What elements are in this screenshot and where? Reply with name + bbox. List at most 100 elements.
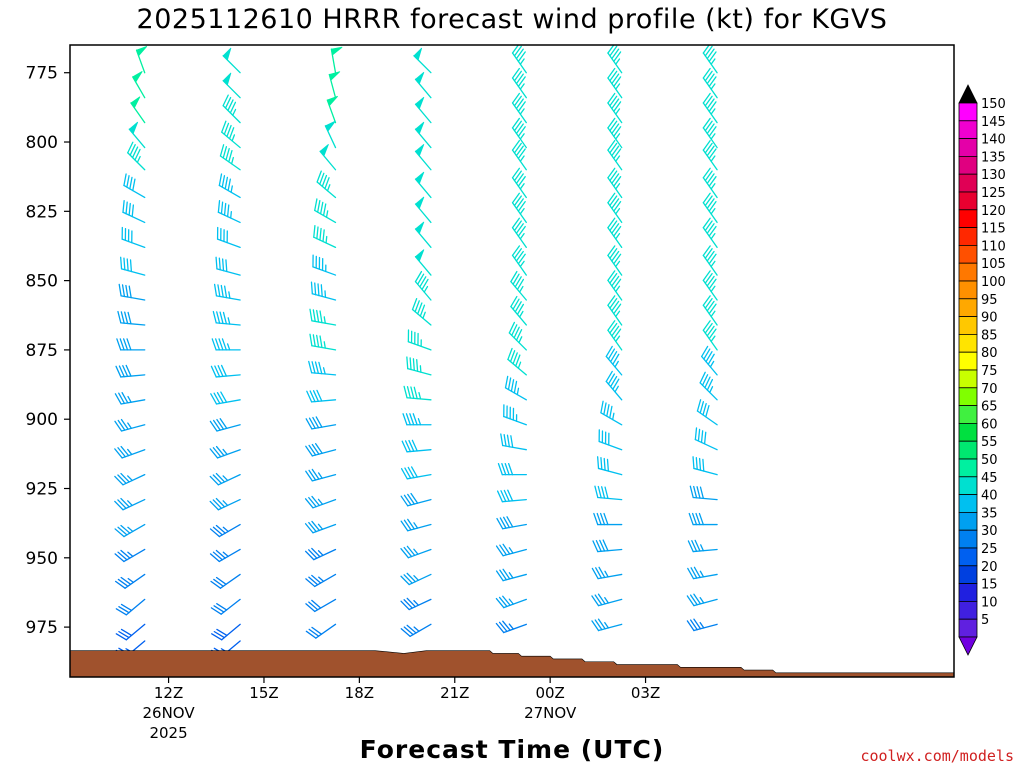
wind-barb [400,572,432,586]
wind-barb [702,92,718,124]
wind-barb [402,413,432,426]
wind-barb [702,295,718,326]
colorbar-swatch [958,191,978,211]
wind-barb [414,171,432,199]
colorbar-label: 100 [981,275,1006,290]
wind-barb [219,144,241,171]
wind-barb [687,539,718,553]
y-tick-label: 975 [26,618,58,638]
wind-barb [309,333,337,351]
wind-barb [511,92,527,124]
colorbar-swatch [958,422,978,442]
colorbar-label: 140 [981,133,1006,148]
wind-barb [591,593,623,607]
y-tick-label: 825 [26,202,58,222]
wind-barb [702,270,718,301]
wind-barb [406,356,432,376]
wind-barb [495,620,527,634]
colorbar-label: 115 [981,222,1006,237]
colorbar-label: 120 [981,204,1006,219]
colorbar-label: 15 [981,578,998,593]
wind-barb [607,139,623,171]
wind-barb [689,485,718,501]
colorbar-swatch [958,405,978,424]
colorbar-swatch [958,155,978,175]
wind-barb [504,375,527,401]
wind-barb [702,217,718,249]
wind-barb [114,497,146,511]
plot-area [70,45,954,677]
wind-barb [696,399,718,426]
wind-barb [605,370,623,401]
y-tick-label: 900 [26,410,58,430]
x-tick-label: 12Z [154,684,183,702]
colorbar-label: 10 [981,595,998,610]
wind-barb [400,623,432,637]
wind-barb [598,429,623,451]
wind-barb [607,217,623,249]
wind-barb [222,47,241,74]
wind-barb [114,391,146,405]
wind-barb [130,96,146,124]
wind-barb [607,92,623,124]
wind-barb [407,329,432,351]
wind-barb [117,310,146,326]
colorbar-label: 45 [981,471,998,486]
y-tick-label: 925 [26,480,58,500]
wind-barb [511,139,527,171]
colorbar-swatch [958,244,978,264]
colorbar-label: 125 [981,186,1006,201]
wind-barb [414,249,432,276]
colorbar-swatch [958,494,978,513]
wind-barb [312,254,337,276]
wind-barb [400,466,432,480]
wind-barb [135,46,148,74]
wind-barbs-layer [114,45,718,658]
wind-barb [116,338,146,351]
wind-barb [330,46,343,74]
wind-barb [215,256,241,276]
colorbar-label: 5 [981,613,989,628]
wind-barb [210,364,241,378]
wind-barb [414,71,432,99]
colorbar-swatch [958,102,978,122]
wind-barb [305,623,337,639]
x-axis: 12Z 26NOV 2025 15Z 18Z 21Z 00Z 27NOV 03Z [143,677,660,742]
wind-barb [702,117,718,149]
wind-barb [594,485,623,501]
wind-barb [702,45,718,74]
x-tick-label: 18Z [345,684,374,702]
wind-barb [401,439,432,453]
wind-barb [414,143,432,171]
colorbar-swatch [958,333,978,353]
wind-barb [210,598,241,615]
wind-barb [702,67,718,99]
wind-barb [115,598,146,616]
wind-barb [308,360,337,376]
wind-barb [511,45,527,74]
wind-barb [702,139,718,171]
wind-barb [210,573,241,589]
colorbar-swatch [958,209,978,229]
wind-barb [114,548,146,563]
wind-barb [115,364,146,378]
wind-barb [600,400,623,426]
wind-barb [607,245,623,276]
wind-barb [686,618,718,632]
wind-barb [132,71,146,99]
wind-barb [304,495,337,509]
wind-barb [496,516,527,530]
wind-barb [304,520,337,534]
colorbar-label: 40 [981,489,998,504]
wind-barb [686,593,718,607]
wind-barb [607,320,623,351]
wind-barb [121,226,146,249]
wind-barb [592,539,623,553]
wind-barb [222,94,241,124]
colorbar-label: 60 [981,417,998,432]
colorbar-swatch [958,298,978,317]
colorbar-swatch [958,440,978,460]
wind-barb [400,518,432,532]
wind-barb [114,573,146,589]
